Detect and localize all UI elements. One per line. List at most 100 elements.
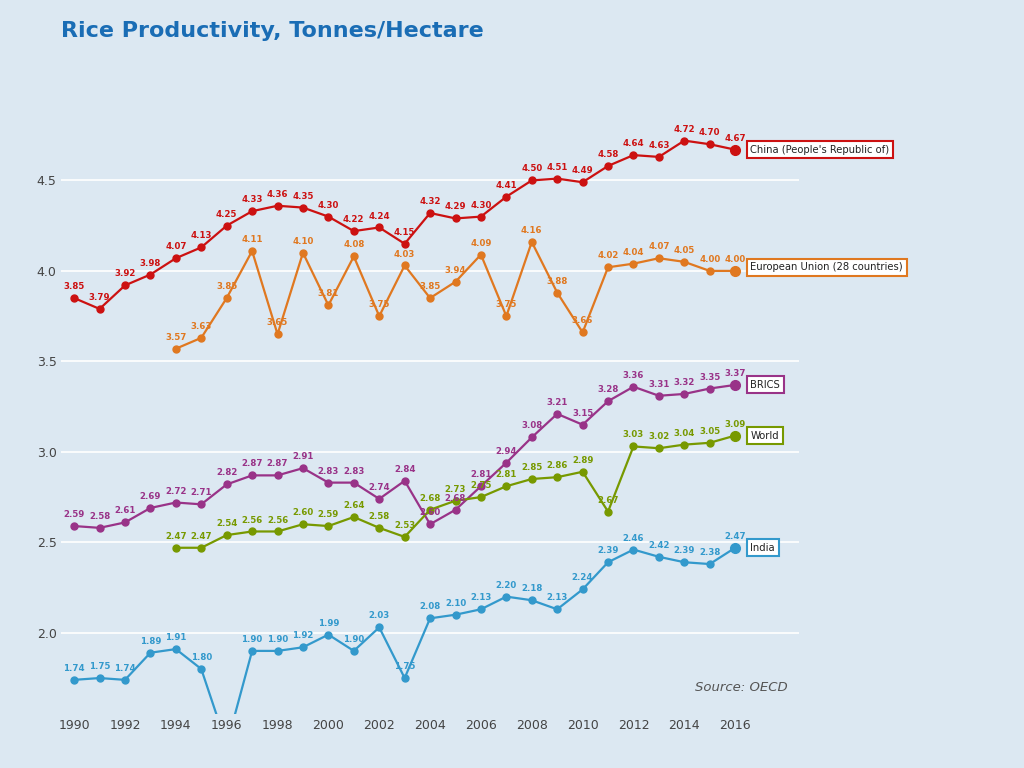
Text: 2.74: 2.74	[369, 483, 390, 492]
Text: 2.08: 2.08	[420, 602, 440, 611]
Text: 4.09: 4.09	[470, 239, 492, 247]
Text: 3.32: 3.32	[674, 378, 695, 387]
Text: 4.30: 4.30	[470, 200, 492, 210]
Text: 2.81: 2.81	[470, 470, 492, 479]
Text: 2.39: 2.39	[674, 546, 695, 555]
Text: 2.86: 2.86	[547, 462, 568, 470]
Text: 2.24: 2.24	[571, 574, 593, 582]
Text: 1.74: 1.74	[115, 664, 136, 673]
Text: 2.85: 2.85	[521, 463, 543, 472]
Text: 2.81: 2.81	[496, 470, 517, 479]
Text: 4.00: 4.00	[725, 255, 745, 264]
Text: 1.89: 1.89	[139, 637, 161, 646]
Text: 2.20: 2.20	[496, 581, 517, 590]
Text: 3.08: 3.08	[521, 422, 543, 430]
Text: 2.91: 2.91	[292, 452, 313, 462]
Text: 3.75: 3.75	[369, 300, 390, 310]
Text: 3.02: 3.02	[648, 432, 670, 442]
Text: 1.92: 1.92	[292, 631, 313, 641]
Text: 2.47: 2.47	[724, 531, 745, 541]
Text: Rice Productivity, Tonnes/Hectare: Rice Productivity, Tonnes/Hectare	[61, 21, 484, 41]
Text: 4.03: 4.03	[394, 250, 416, 259]
Text: 4.22: 4.22	[343, 215, 365, 224]
Text: 4.33: 4.33	[242, 195, 263, 204]
Text: 2.83: 2.83	[343, 467, 365, 475]
Text: 4.72: 4.72	[674, 124, 695, 134]
Text: European Union (28 countries): European Union (28 countries)	[751, 263, 903, 273]
Text: 3.85: 3.85	[63, 282, 85, 291]
Text: 3.98: 3.98	[139, 259, 161, 267]
Text: 2.03: 2.03	[369, 611, 390, 621]
Text: 3.65: 3.65	[267, 318, 288, 327]
Text: 2.47: 2.47	[190, 531, 212, 541]
Text: 2.67: 2.67	[597, 495, 618, 505]
Text: 3.92: 3.92	[115, 270, 136, 279]
Text: 2.60: 2.60	[292, 508, 313, 518]
Text: 3.03: 3.03	[623, 431, 644, 439]
Text: 3.05: 3.05	[699, 427, 720, 436]
Text: 4.64: 4.64	[623, 139, 644, 148]
Text: 3.75: 3.75	[496, 300, 517, 310]
Text: 2.94: 2.94	[496, 447, 517, 455]
Text: 4.63: 4.63	[648, 141, 670, 150]
Text: China (People's Republic of): China (People's Republic of)	[751, 144, 890, 154]
Text: 2.68: 2.68	[420, 494, 440, 503]
Text: 4.05: 4.05	[674, 246, 695, 255]
Text: 1.99: 1.99	[317, 619, 339, 627]
Text: 2.56: 2.56	[242, 515, 263, 525]
Text: 1.74: 1.74	[63, 664, 85, 673]
Text: 4.04: 4.04	[623, 248, 644, 257]
Text: 2.13: 2.13	[470, 594, 492, 602]
Text: 3.63: 3.63	[190, 322, 212, 331]
Text: 2.68: 2.68	[444, 494, 466, 503]
Text: 3.09: 3.09	[725, 419, 745, 429]
Text: 1.75: 1.75	[394, 662, 416, 671]
Text: 4.11: 4.11	[242, 235, 263, 244]
Text: 4.08: 4.08	[343, 240, 365, 250]
Text: 3.04: 3.04	[674, 429, 695, 438]
Text: 1.80: 1.80	[190, 653, 212, 662]
Text: 1.75: 1.75	[89, 662, 111, 671]
Text: 4.15: 4.15	[394, 228, 416, 237]
Text: 4.51: 4.51	[547, 163, 568, 172]
Text: 3.85: 3.85	[216, 282, 238, 291]
Text: 1.91: 1.91	[165, 633, 186, 642]
Text: 3.66: 3.66	[572, 316, 593, 326]
Text: 3.57: 3.57	[165, 333, 186, 342]
Text: 4.49: 4.49	[571, 167, 594, 175]
Text: 4.07: 4.07	[648, 242, 670, 251]
Text: 4.00: 4.00	[699, 255, 720, 264]
Text: 4.13: 4.13	[190, 231, 212, 240]
Text: 2.59: 2.59	[317, 510, 339, 519]
Text: 3.15: 3.15	[572, 409, 593, 418]
Text: 2.64: 2.64	[343, 501, 365, 510]
Text: 4.29: 4.29	[444, 203, 466, 211]
Text: 4.25: 4.25	[216, 210, 238, 219]
Text: 1.90: 1.90	[242, 635, 263, 644]
Text: 2.87: 2.87	[267, 459, 289, 468]
Text: 3.35: 3.35	[699, 372, 720, 382]
Text: 3.88: 3.88	[547, 276, 568, 286]
Text: 2.42: 2.42	[648, 541, 670, 550]
Text: 3.79: 3.79	[89, 293, 111, 302]
Text: 2.69: 2.69	[139, 492, 161, 501]
Text: 2.89: 2.89	[572, 456, 593, 465]
Text: 4.67: 4.67	[724, 134, 745, 143]
Text: 2.82: 2.82	[216, 468, 238, 478]
Text: 2.39: 2.39	[597, 546, 618, 555]
Text: 2.87: 2.87	[242, 459, 263, 468]
Text: 2.59: 2.59	[63, 510, 85, 519]
Text: 4.35: 4.35	[292, 192, 313, 200]
Text: 2.61: 2.61	[115, 506, 136, 515]
Text: 3.37: 3.37	[724, 369, 745, 378]
Text: 2.71: 2.71	[190, 488, 212, 498]
Text: 2.60: 2.60	[420, 508, 440, 518]
Text: 2.38: 2.38	[699, 548, 721, 557]
Text: 1.90: 1.90	[267, 635, 288, 644]
Text: 2.47: 2.47	[165, 531, 186, 541]
Text: 1.90: 1.90	[343, 635, 365, 644]
Text: 3.31: 3.31	[648, 380, 670, 389]
Text: 4.07: 4.07	[165, 242, 186, 251]
Text: 2.10: 2.10	[444, 599, 466, 607]
Text: 2.53: 2.53	[394, 521, 416, 530]
